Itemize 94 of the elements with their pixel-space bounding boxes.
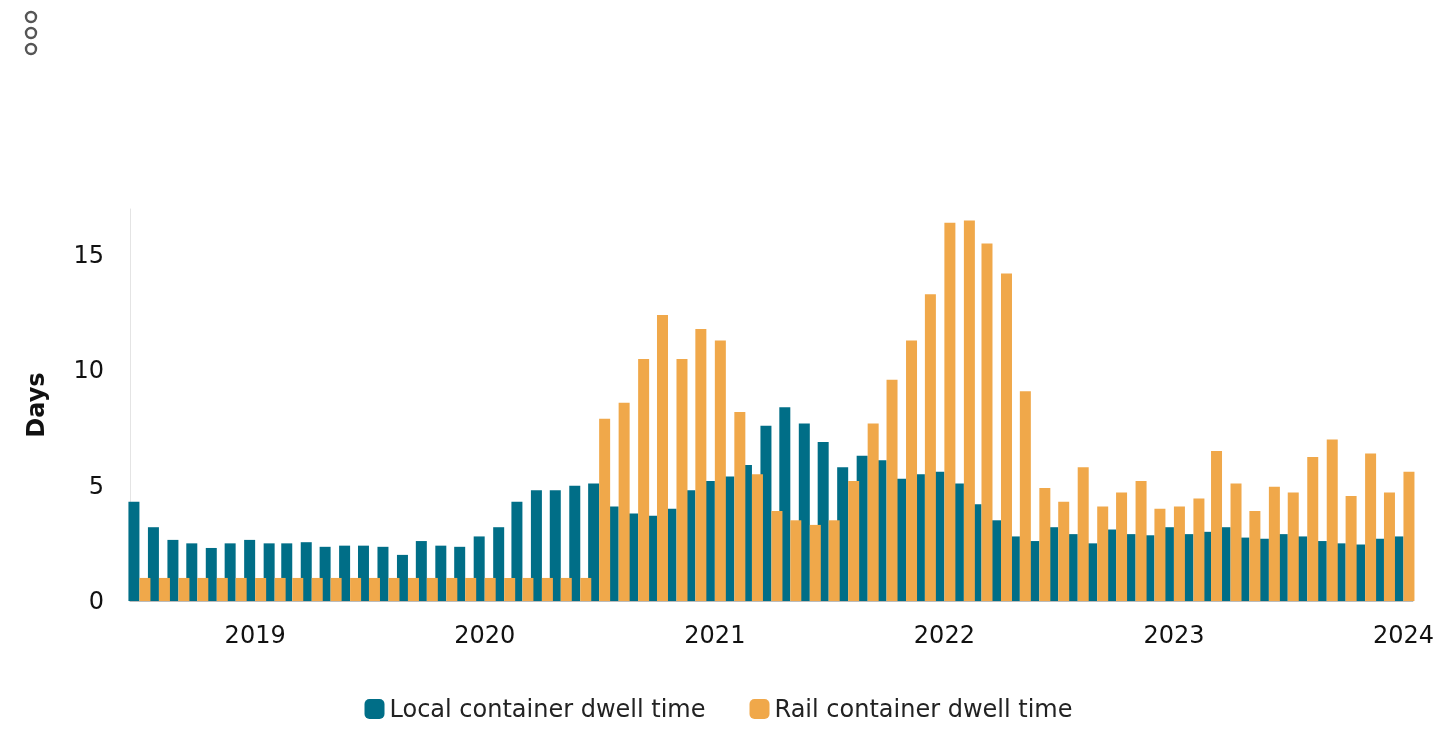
bar (886, 379, 898, 601)
bar (388, 577, 400, 601)
bar (771, 511, 783, 601)
bar (981, 243, 993, 601)
bar (924, 294, 936, 601)
bar (216, 577, 228, 601)
bar (828, 520, 840, 601)
bar (541, 577, 553, 601)
bar (396, 554, 408, 601)
bar (311, 577, 323, 601)
bar (292, 577, 304, 601)
x-tick-label: 2024 (1372, 621, 1434, 649)
bar (1268, 486, 1280, 601)
bar (1287, 492, 1299, 601)
bar (511, 501, 523, 601)
bar (809, 524, 821, 601)
bar (255, 577, 267, 601)
bar (1154, 508, 1166, 601)
bar (638, 358, 650, 601)
bar (446, 577, 458, 601)
bar (235, 577, 247, 601)
bar (263, 543, 275, 601)
y-tick-label: 15 (73, 241, 104, 270)
y-tick-label: 0 (88, 587, 104, 615)
bar (798, 423, 810, 601)
bar (1000, 273, 1012, 601)
bar (867, 423, 879, 601)
bar (963, 220, 975, 601)
bar (300, 542, 312, 601)
bar (1193, 498, 1205, 601)
bar (1326, 439, 1338, 601)
bar (549, 490, 561, 601)
bar (906, 340, 918, 601)
x-tick-label: 2022 (913, 621, 975, 649)
bar (618, 402, 630, 601)
bar (580, 577, 592, 601)
bar (734, 411, 746, 601)
bar (522, 577, 534, 601)
bar (473, 536, 485, 601)
bar (1135, 481, 1147, 601)
bar (147, 527, 159, 601)
bar (1097, 506, 1109, 601)
bar (274, 577, 286, 601)
x-tick-label: 2023 (1143, 621, 1205, 649)
bar (128, 501, 140, 601)
legend-label: Local container dwell time (389, 695, 706, 723)
bar (465, 577, 477, 601)
bar (588, 483, 600, 601)
bar (1383, 492, 1395, 601)
bar (1345, 496, 1357, 601)
bar (426, 577, 438, 601)
bar (848, 481, 860, 601)
bar (484, 577, 496, 601)
bar (1211, 451, 1223, 601)
bar (504, 577, 516, 601)
bar (178, 577, 190, 601)
bar (1173, 506, 1185, 601)
bar (944, 222, 956, 601)
bar (714, 340, 726, 601)
bar (1058, 501, 1070, 601)
bar (790, 520, 802, 601)
x-tick-label: 2019 (224, 621, 286, 649)
bar (407, 577, 419, 601)
bar (1365, 453, 1377, 601)
bar (368, 577, 380, 601)
bar (493, 527, 505, 601)
bar (1307, 456, 1319, 601)
bar (1249, 511, 1261, 601)
x-tick-label: 2021 (684, 621, 746, 649)
bar (1039, 488, 1051, 601)
bar (139, 577, 151, 601)
bar (197, 577, 209, 601)
bar (676, 358, 688, 601)
bar (158, 577, 170, 601)
bar (530, 490, 542, 601)
bar (1019, 391, 1031, 601)
y-axis-title: Days (22, 372, 50, 438)
bar (1230, 483, 1242, 601)
bar (330, 577, 342, 601)
bar (751, 474, 763, 601)
y-tick-label: 10 (73, 356, 104, 385)
bar (1116, 492, 1128, 601)
x-tick-label: 2020 (454, 621, 516, 649)
bar (205, 547, 217, 601)
bar (656, 315, 668, 601)
y-tick-label: 5 (88, 471, 104, 500)
bar (599, 418, 611, 601)
bar (560, 577, 572, 601)
bar (1077, 467, 1089, 601)
bar (695, 328, 707, 601)
bar (350, 577, 362, 601)
bar (569, 485, 581, 601)
bar (1403, 471, 1415, 601)
legend-label: Rail container dwell time (774, 695, 1073, 723)
